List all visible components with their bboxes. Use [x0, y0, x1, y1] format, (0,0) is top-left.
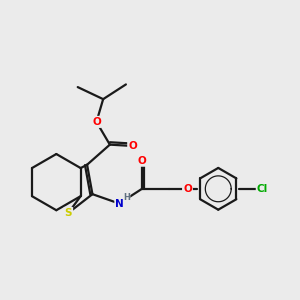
- Text: O: O: [138, 156, 146, 166]
- Text: O: O: [183, 184, 192, 194]
- Text: O: O: [92, 117, 101, 127]
- Text: Cl: Cl: [257, 184, 268, 194]
- Text: O: O: [128, 141, 137, 151]
- Text: S: S: [64, 208, 72, 218]
- Text: N: N: [115, 199, 124, 208]
- Text: H: H: [123, 193, 130, 202]
